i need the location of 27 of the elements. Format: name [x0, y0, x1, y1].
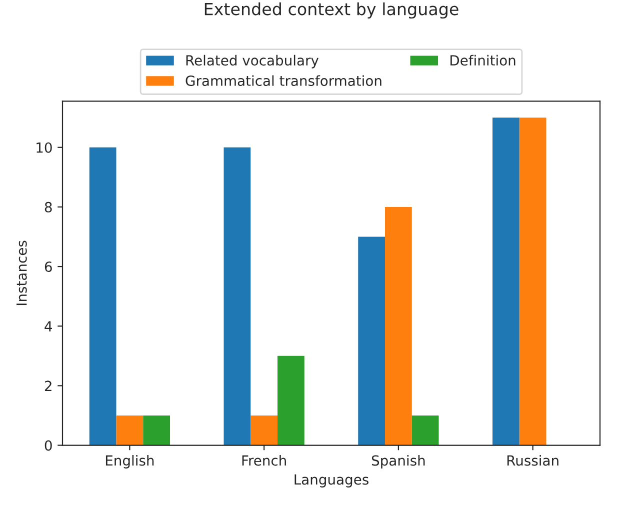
bar [412, 415, 439, 446]
x-axis-title: Languages [294, 474, 368, 488]
bar [358, 236, 385, 446]
x-tick-label: Russian [507, 455, 558, 466]
y-tick-label: 4 [44, 321, 52, 332]
chart-title: Extended context by language [204, 2, 458, 19]
bar [519, 118, 546, 446]
x-tick-label: English [106, 455, 154, 468]
bar [143, 415, 170, 446]
legend-label: Definition [450, 54, 516, 66]
bar [89, 147, 116, 446]
legend-label: Grammatical transformation [186, 75, 382, 86]
bar [224, 147, 251, 446]
x-tick-label: French [242, 455, 286, 466]
legend-label: Related vocabulary [186, 54, 319, 68]
bar [278, 356, 304, 446]
y-tick-label: 10 [36, 142, 52, 153]
y-tick-label: 8 [44, 202, 52, 212]
x-tick-label: Spanish [372, 455, 425, 468]
y-axis-title: Instances [16, 240, 27, 306]
bar [116, 415, 144, 446]
bar [250, 415, 278, 446]
y-tick-label: 0 [44, 440, 52, 451]
y-tick-label: 6 [44, 262, 52, 272]
bar [385, 206, 412, 446]
bar [492, 118, 520, 446]
y-tick-label: 2 [44, 380, 52, 391]
